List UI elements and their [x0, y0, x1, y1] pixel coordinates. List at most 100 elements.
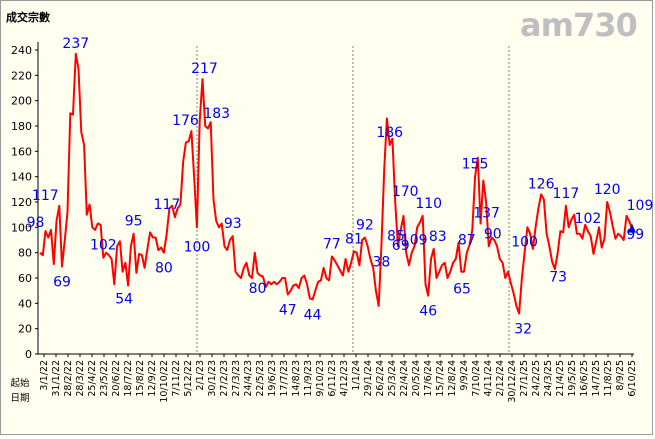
year-dividers: [196, 46, 510, 354]
data-label: 126: [528, 176, 555, 192]
data-label: 109: [401, 233, 428, 249]
x-tick-label: 27/1/25: [519, 360, 530, 397]
x-tick-label: 18/7/22: [123, 360, 134, 397]
x-tick-label: 6/10/25: [627, 360, 638, 397]
data-label: 85: [387, 228, 405, 244]
x-tick-label: 10/10/22: [159, 360, 170, 403]
data-label: 183: [203, 106, 230, 122]
y-tick-label: 120: [11, 196, 32, 209]
data-label: 80: [155, 261, 173, 277]
chart-title: 成交宗數: [6, 10, 50, 24]
data-label: 65: [453, 282, 471, 298]
data-label: 90: [484, 226, 502, 242]
x-tick-label: 20/6/22: [111, 360, 122, 397]
x-tick-label: 24/2/25: [531, 360, 542, 397]
x-tick-label: 17/7/23: [279, 360, 290, 397]
data-label: 155: [462, 157, 489, 173]
axes: [37, 42, 634, 355]
data-label: 117: [154, 197, 181, 213]
y-axis-ticks: 0 20 40 60 80 100 120 140 160 180 200 220 240: [11, 44, 38, 361]
series: [39, 52, 636, 315]
data-label: 80: [249, 281, 267, 297]
data-label: 99: [626, 227, 644, 243]
data-label: 217: [191, 61, 218, 77]
x-tick-label: 14/7/25: [591, 360, 602, 397]
y-tick-label: 40: [18, 297, 32, 310]
data-label: 186: [376, 125, 403, 141]
x-tick-label: 6/11/23: [327, 360, 338, 397]
x-tick-label: 25/4/22: [87, 360, 98, 397]
data-label: 77: [323, 236, 341, 252]
x-tick-label: 19/5/25: [567, 360, 578, 397]
y-tick-label: 220: [11, 69, 32, 82]
x-tick-label: 31/1/22: [51, 360, 62, 397]
data-labels: 237 117 98 69 102 54 95 80 117 176 100 217 183 93 80 47…: [27, 36, 654, 338]
x-tick-label: 17/6/24: [423, 360, 434, 397]
am730-logo: am730: [520, 6, 638, 44]
x-tick-label: 16/6/25: [579, 360, 590, 397]
data-label: 95: [125, 214, 143, 230]
x-tick-label: 23/5/22: [99, 360, 110, 397]
data-label: 110: [415, 196, 442, 212]
data-label: 100: [184, 239, 211, 255]
x-tick-label: 15/7/24: [435, 360, 446, 397]
data-label: 93: [224, 216, 242, 232]
y-tick-label: 80: [18, 247, 32, 260]
x-axis-label-line2: 日期: [10, 393, 29, 404]
x-tick-label: 9/9/24: [459, 360, 470, 391]
y-tick-label: 60: [18, 272, 32, 285]
x-tick-label: 1/1/24: [351, 360, 362, 391]
x-tick-label: 28/3/22: [75, 360, 86, 397]
data-label: 137: [473, 206, 500, 222]
x-tick-label: 24/3/25: [543, 360, 554, 397]
data-label: 83: [429, 229, 447, 245]
data-label: 69: [392, 238, 410, 254]
x-tick-label: 24/4/23: [243, 360, 254, 397]
data-label: 109: [627, 198, 654, 214]
data-label: 46: [419, 304, 437, 320]
data-label: 32: [514, 321, 532, 337]
x-tick-label: 27/2/23: [219, 360, 230, 397]
x-tick-label: 4/11/24: [483, 360, 494, 397]
data-label: 102: [90, 238, 117, 254]
x-tick-label: 29/1/24: [363, 360, 374, 397]
data-label: 44: [304, 308, 322, 324]
last-point-marker: [628, 223, 636, 233]
data-label: 176: [172, 113, 199, 129]
x-tick-label: 28/2/22: [63, 360, 74, 397]
x-tick-label: 22/4/24: [399, 360, 410, 397]
x-tick-label: 25/3/24: [387, 360, 398, 397]
x-tick-label: 7/11/22: [171, 360, 182, 397]
x-tick-label: 11/9/23: [303, 360, 314, 397]
x-tick-label: 2/12/24: [495, 360, 506, 397]
x-tick-label: 30/1/23: [207, 360, 218, 397]
data-label: 102: [575, 211, 602, 227]
y-tick-label: 240: [11, 44, 32, 57]
y-tick-label: 20: [18, 323, 32, 336]
data-label: 92: [356, 217, 374, 233]
data-label: 81: [345, 231, 363, 247]
x-tick-label: 5/12/22: [183, 360, 194, 397]
x-tick-label: 20/5/24: [411, 360, 422, 397]
data-label: 117: [553, 186, 580, 202]
x-tick-label: 19/6/23: [267, 360, 278, 397]
data-label: 170: [392, 184, 419, 200]
y-tick-label: 180: [11, 120, 32, 133]
series-line: [39, 52, 633, 315]
y-tick-label: 160: [11, 145, 32, 158]
data-label: 117: [32, 188, 59, 204]
data-label: 73: [549, 270, 567, 286]
data-label: 54: [115, 292, 133, 308]
x-tick-label: 12/8/24: [447, 360, 458, 397]
data-label: 87: [458, 233, 476, 249]
data-label: 120: [594, 182, 621, 198]
data-label: 100: [511, 235, 538, 251]
x-tick-label: 8/9/25: [615, 360, 626, 391]
y-tick-label: 200: [11, 95, 32, 108]
data-label: 47: [279, 302, 297, 318]
x-tick-label: 12/9/22: [147, 360, 158, 397]
data-label: 69: [53, 275, 71, 291]
